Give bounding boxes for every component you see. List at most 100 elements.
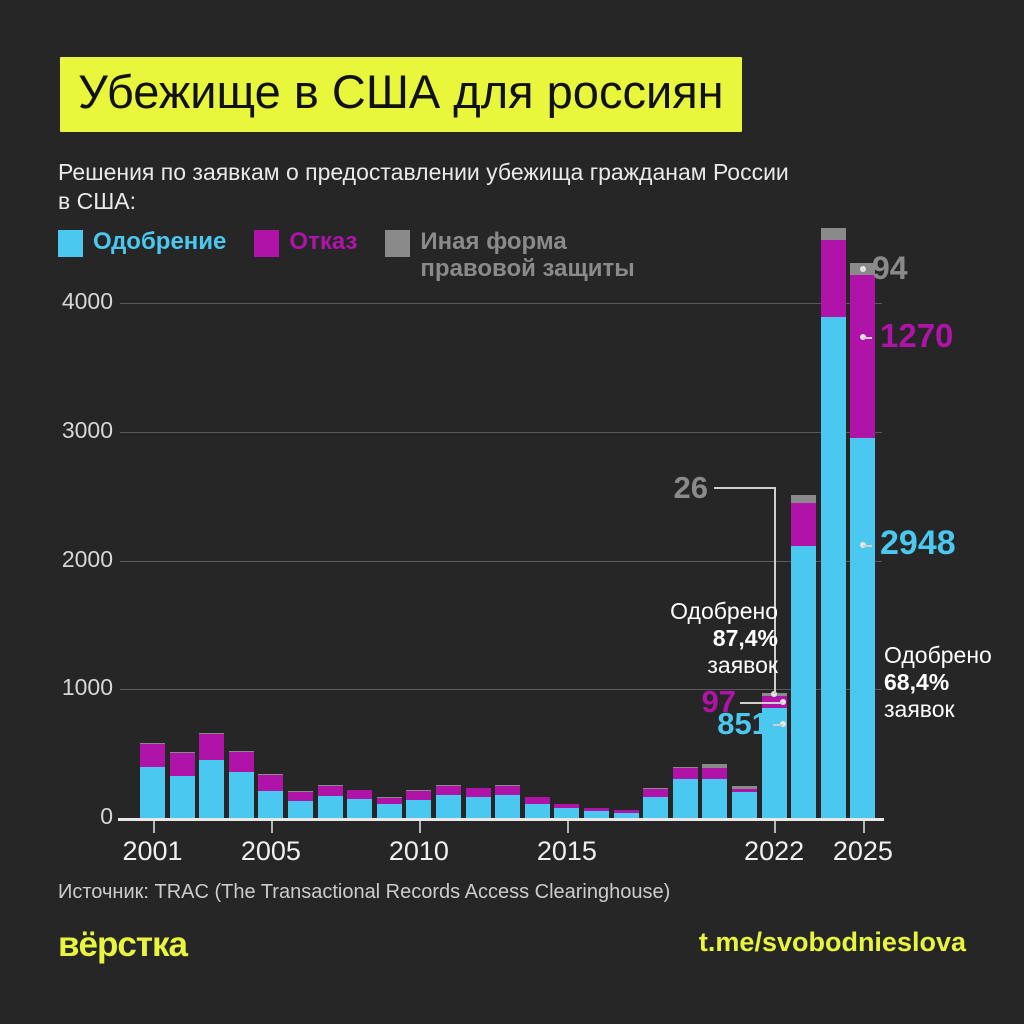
bar-2003[interactable]: [199, 732, 225, 818]
bar-segment-approved-2011: [436, 795, 461, 818]
bar-segment-denied-2020: [702, 768, 728, 779]
bar-segment-denied-2005: [258, 774, 284, 791]
bar-2006[interactable]: [288, 791, 313, 818]
bar-2009[interactable]: [376, 797, 402, 818]
bar-2010[interactable]: [406, 790, 432, 818]
legend-denied[interactable]: Отказ: [254, 228, 357, 257]
bar-2022[interactable]: [761, 692, 787, 818]
leader-dot-2022-other: [771, 691, 778, 698]
bar-segment-approved-2008: [347, 798, 373, 818]
note-2025-line1: Одобрено: [884, 642, 992, 668]
x-axis-label-2015: 2015: [536, 836, 597, 866]
leader-h-2025-approved: [862, 544, 872, 547]
y-axis-tick-4000: 4000: [61, 288, 113, 314]
bar-segment-denied-2019: [672, 767, 698, 780]
x-tick-mark-2001: [152, 821, 155, 833]
bar-segment-other-2006: [288, 791, 313, 792]
bar-2012[interactable]: [465, 787, 491, 818]
bar-segment-approved-2009: [376, 804, 402, 818]
bar-2019[interactable]: [672, 767, 698, 818]
legend-other[interactable]: Иная форма правовой защиты: [385, 228, 635, 282]
bar-segment-denied-2003: [199, 734, 225, 761]
bar-2018[interactable]: [643, 788, 669, 818]
bar-segment-other-2003: [199, 732, 225, 735]
bar-segment-other-2005: [258, 773, 284, 775]
bar-segment-denied-2024: [820, 240, 846, 318]
source-note: Источник: TRAC (The Transactional Record…: [58, 881, 671, 903]
bar-2007[interactable]: [317, 785, 343, 818]
bar-2013[interactable]: [495, 785, 521, 818]
bar-2008[interactable]: [347, 789, 373, 818]
bar-2011[interactable]: [436, 785, 461, 818]
bar-2016[interactable]: [584, 808, 609, 818]
bar-segment-other-2025: [850, 262, 876, 275]
bar-segment-other-2013: [495, 785, 521, 786]
bar-segment-approved-2003: [199, 760, 225, 818]
x-tick-mark-2015: [566, 821, 569, 833]
bar-segment-denied-2010: [406, 790, 432, 800]
legend-denied-label: Отказ: [289, 228, 358, 255]
bar-segment-denied-2004: [228, 752, 254, 772]
bar-2015[interactable]: [554, 804, 580, 818]
bar-2014[interactable]: [524, 797, 550, 818]
label-2025-approved: 2948: [880, 523, 956, 562]
bar-segment-approved-2012: [465, 796, 491, 818]
bar-2002[interactable]: [169, 751, 195, 818]
bar-2005[interactable]: [258, 773, 284, 818]
bar-2017[interactable]: [613, 809, 639, 818]
legend-denied-swatch-icon: [254, 230, 280, 257]
note-2022-percent: 87,4%: [712, 625, 778, 651]
bar-segment-approved-2014: [524, 803, 550, 818]
label-2025-denied: 1270: [880, 317, 954, 355]
bar-segment-denied-2025: [850, 274, 876, 439]
bar-segment-other-2019: [672, 767, 698, 768]
bar-segment-other-2002: [169, 751, 195, 754]
legend-approved[interactable]: Одобрение: [58, 228, 226, 257]
bar-segment-approved-2010: [406, 799, 432, 818]
note-2025-percent: 68,4%: [884, 669, 950, 695]
page-title: Убежище в США для россиян: [78, 65, 724, 118]
bar-segment-approved-2006: [288, 800, 313, 818]
legend-other-swatch-icon: [385, 230, 411, 257]
y-axis-tick-3000: 3000: [61, 416, 113, 443]
bar-segment-denied-2016: [584, 808, 609, 811]
bar-segment-denied-2002: [169, 753, 195, 776]
x-axis-label-2005: 2005: [240, 836, 301, 866]
y-axis-tick-2000: 2000: [61, 545, 113, 572]
chart-legend: Одобрение Отказ Иная форма правовой защиты: [58, 228, 663, 282]
bar-segment-approved-2021: [732, 791, 757, 818]
bar-segment-other-2021: [732, 786, 757, 789]
leader-v-2022-other: [774, 487, 777, 695]
leader-h-2022-denied: [740, 702, 783, 705]
leader-dot-2022-approved: [779, 720, 786, 727]
telegram-link[interactable]: t.me/svobodnieslova: [698, 927, 966, 957]
leader-dot-2025-denied: [859, 334, 866, 341]
bar-2004[interactable]: [228, 750, 254, 818]
x-axis-label-2025: 2025: [832, 836, 893, 866]
legend-approved-label: Одобрение: [93, 228, 227, 255]
x-axis-line: [118, 818, 884, 821]
x-axis-label-2010: 2010: [388, 836, 449, 866]
bar-2023[interactable]: [791, 494, 817, 818]
bar-segment-approved-2018: [643, 796, 669, 818]
note-2022-line1: Одобрено: [670, 598, 778, 624]
bar-segment-denied-2021: [732, 788, 757, 792]
leader-dot-2025-approved: [859, 541, 866, 548]
bar-2001[interactable]: [140, 742, 165, 818]
bar-segment-other-2022: [761, 692, 787, 696]
bar-2021[interactable]: [732, 786, 757, 818]
bar-2025[interactable]: [850, 262, 876, 818]
bar-segment-denied-2012: [465, 788, 491, 797]
x-axis-label-2022: 2022: [744, 836, 805, 866]
bar-2020[interactable]: [702, 764, 728, 818]
note-2025-approved-share: Одобрено 68,4% заявок: [884, 642, 1019, 723]
legend-other-label: Иная форма правовой защиты: [420, 228, 635, 282]
bar-2024[interactable]: [820, 228, 846, 818]
bar-segment-approved-2024: [820, 317, 846, 818]
y-axis-tick-0: 0: [100, 803, 113, 829]
bar-segment-other-2023: [791, 494, 817, 503]
bar-segment-other-2007: [317, 785, 343, 786]
gridline-4000: [120, 303, 882, 304]
bar-segment-other-2001: [140, 742, 165, 745]
bar-segment-approved-2025: [850, 438, 876, 818]
